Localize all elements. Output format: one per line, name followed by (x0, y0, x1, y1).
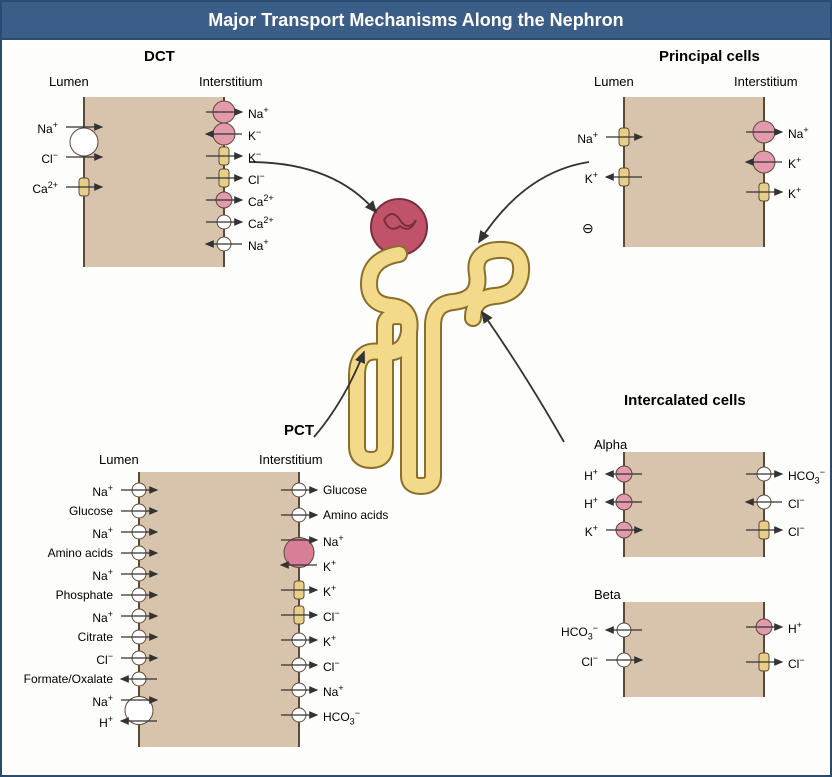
ion-label: K+ (323, 558, 336, 574)
ion-label: K+ (323, 633, 336, 649)
ion-label: Na+ (323, 533, 344, 549)
ion-label: K− (248, 127, 261, 143)
ion-label: Ca2+ (248, 193, 274, 209)
ion-label: Amino acids (48, 546, 113, 560)
ion-label: Ca2+ (32, 180, 58, 196)
ion-label: Cl− (41, 150, 58, 166)
ion-label: HCO3− (323, 708, 360, 726)
ion-label: Cl− (248, 171, 265, 187)
svg-layer (4, 42, 832, 777)
ion-label: H+ (584, 495, 598, 511)
ion-label: HCO3− (788, 467, 825, 485)
ion-label: Na+ (92, 693, 113, 709)
ion-label: Ca2+ (248, 215, 274, 231)
ion-label: Na+ (92, 483, 113, 499)
ion-label: Na+ (248, 237, 269, 253)
ion-label: H+ (99, 714, 113, 730)
ion-label: Na+ (92, 525, 113, 541)
ion-label: H+ (584, 467, 598, 483)
ion-label: K+ (788, 155, 801, 171)
diagram-title: Major Transport Mechanisms Along the Nep… (208, 10, 623, 31)
ion-label: Na+ (92, 567, 113, 583)
ion-label: Na+ (323, 683, 344, 699)
diagram-canvas: DCT Lumen Interstitium Principal cells L… (4, 42, 828, 773)
ion-label: Glucose (69, 504, 113, 518)
ion-label: K+ (585, 170, 598, 186)
title-bar: Major Transport Mechanisms Along the Nep… (2, 2, 830, 40)
ion-label: Cl− (788, 655, 805, 671)
ion-label: H+ (788, 620, 802, 636)
ion-label: Cl− (788, 523, 805, 539)
ion-label: Cl− (323, 658, 340, 674)
ion-label: Citrate (78, 630, 113, 644)
ion-label: HCO3− (561, 623, 598, 641)
ion-label: Cl− (323, 608, 340, 624)
ion-label: K+ (788, 185, 801, 201)
ion-label: Na+ (577, 130, 598, 146)
ion-label: Na+ (248, 105, 269, 121)
ion-label: Na+ (37, 120, 58, 136)
ion-label: Amino acids (323, 508, 388, 522)
ion-label: K+ (323, 583, 336, 599)
ion-label: Phosphate (56, 588, 113, 602)
ion-label: Cl− (581, 653, 598, 669)
ion-label: Na+ (92, 609, 113, 625)
ion-label: Cl− (788, 495, 805, 511)
ion-label: Formate/Oxalate (24, 672, 113, 686)
ion-label: Na+ (788, 125, 809, 141)
ion-label: Glucose (323, 483, 367, 497)
ion-label: Cl− (96, 651, 113, 667)
diagram-frame: Major Transport Mechanisms Along the Nep… (0, 0, 832, 777)
ion-label: K− (248, 149, 261, 165)
ion-label: K+ (585, 523, 598, 539)
